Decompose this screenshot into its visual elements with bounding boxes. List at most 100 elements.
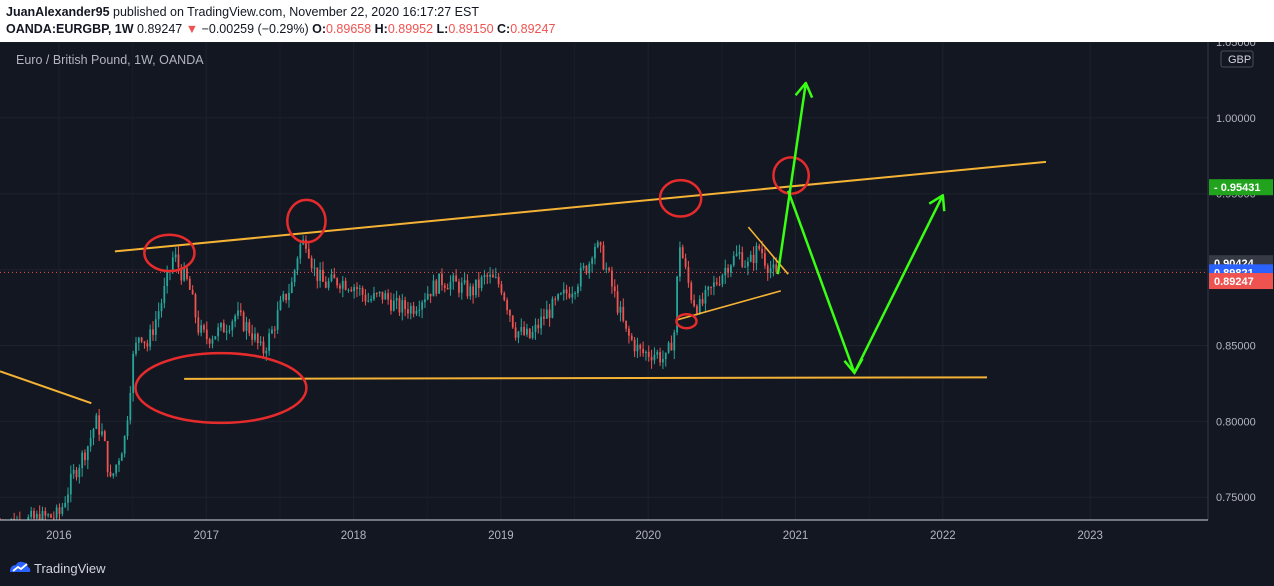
candle-body: [480, 277, 483, 289]
time-tick-label: 2021: [783, 530, 809, 542]
candle-body: [95, 415, 98, 429]
candle-body: [330, 274, 333, 282]
candle-body: [517, 331, 520, 338]
candle-body: [735, 254, 738, 256]
candle-body: [333, 274, 336, 279]
time-tick-label: 2023: [1077, 530, 1103, 542]
author-name[interactable]: JuanAlexander95: [6, 5, 110, 19]
candle-body: [163, 285, 166, 304]
candle-body: [659, 352, 661, 363]
candle-body: [384, 293, 387, 300]
candle-body: [492, 274, 494, 278]
candle-body: [565, 289, 568, 294]
candle-body: [424, 299, 426, 303]
candle-body: [398, 298, 401, 313]
candle-body: [599, 242, 602, 246]
candle-body: [217, 327, 220, 337]
candle-body: [568, 293, 571, 298]
candle-body: [755, 245, 758, 264]
candle-body: [64, 502, 67, 507]
candle-body: [494, 276, 497, 278]
candle-body: [78, 467, 81, 478]
time-tick-label: 2022: [930, 530, 956, 542]
tradingview-logo-icon[interactable]: [8, 559, 32, 577]
time-tick-label: 2019: [488, 530, 514, 542]
candle-body: [222, 323, 225, 333]
symbol-label: OANDA:EURGBP, 1W: [6, 22, 134, 36]
candle-body: [681, 247, 684, 259]
candle-body: [560, 293, 562, 295]
candle-body: [633, 339, 636, 352]
candle-body: [245, 322, 248, 331]
tradingview-brand[interactable]: TradingView: [34, 561, 106, 576]
candle-body: [656, 352, 659, 355]
left-trendline: [0, 370, 92, 405]
candle-body: [579, 267, 582, 287]
candle-body: [696, 306, 698, 314]
change-down-icon: ▼: [185, 22, 199, 36]
candle-body: [248, 322, 251, 334]
footer: TradingView: [0, 552, 1274, 586]
candle-body: [738, 252, 741, 255]
candle-body: [727, 267, 729, 273]
candle-body: [520, 327, 523, 332]
candle-body: [231, 321, 234, 331]
candle-body: [101, 431, 103, 435]
currency-button-label: GBP: [1228, 54, 1251, 66]
candle-body: [52, 517, 55, 519]
candle-body: [523, 327, 526, 335]
candle-body: [75, 469, 78, 478]
candle-body: [622, 306, 625, 321]
candle-body: [585, 265, 588, 274]
candle-body: [356, 286, 358, 290]
candle-body: [670, 342, 673, 351]
price-tick-label: 0.85000: [1216, 340, 1256, 352]
candle-body: [528, 328, 531, 338]
candle-body: [645, 351, 647, 353]
candle-body: [418, 309, 421, 311]
candle-body: [707, 286, 710, 290]
wedge-bottom-line: [677, 290, 781, 321]
candle-body: [44, 510, 47, 516]
candle-body: [503, 292, 506, 300]
candle-body: [531, 331, 534, 338]
candle-body: [174, 254, 177, 258]
candle-body: [395, 298, 398, 301]
candle-body: [463, 280, 466, 283]
support-trendline: [184, 376, 988, 380]
candle-body: [186, 268, 188, 279]
candle-body: [472, 286, 475, 296]
candle-body: [251, 333, 254, 340]
candle-body: [758, 245, 761, 249]
candle-body: [191, 289, 194, 295]
candle-body: [647, 351, 650, 357]
candle-body: [242, 312, 245, 331]
candle-body: [72, 469, 75, 474]
candle-body: [545, 309, 548, 319]
candle-body: [358, 288, 361, 290]
candle-body: [409, 305, 412, 314]
candle-body: [704, 289, 707, 304]
candle-body: [667, 342, 670, 353]
candle-body: [489, 274, 492, 277]
open-label: O:: [312, 22, 326, 36]
price-chart[interactable]: Euro / British Pound, 1W, OANDA 0.75000 0.…: [0, 42, 1274, 552]
candle-body: [441, 273, 443, 286]
candle-body: [375, 293, 378, 295]
last-price: 0.89247: [137, 22, 183, 36]
candle-body: [350, 289, 353, 292]
candle-body: [401, 300, 404, 313]
candle-body: [262, 341, 265, 354]
candle-body: [234, 315, 237, 322]
published-text: published on TradingView.com, November 2…: [113, 5, 479, 19]
candle-body: [157, 311, 160, 320]
candle-body: [387, 293, 390, 300]
candle-body: [126, 420, 129, 437]
candle-body: [775, 264, 778, 272]
candle-body: [710, 286, 712, 288]
candles: [0, 235, 778, 539]
candle-body: [429, 293, 432, 297]
price-tag: [1209, 273, 1273, 290]
candle-body: [761, 248, 763, 254]
currency-button[interactable]: GBP: [1220, 50, 1254, 68]
